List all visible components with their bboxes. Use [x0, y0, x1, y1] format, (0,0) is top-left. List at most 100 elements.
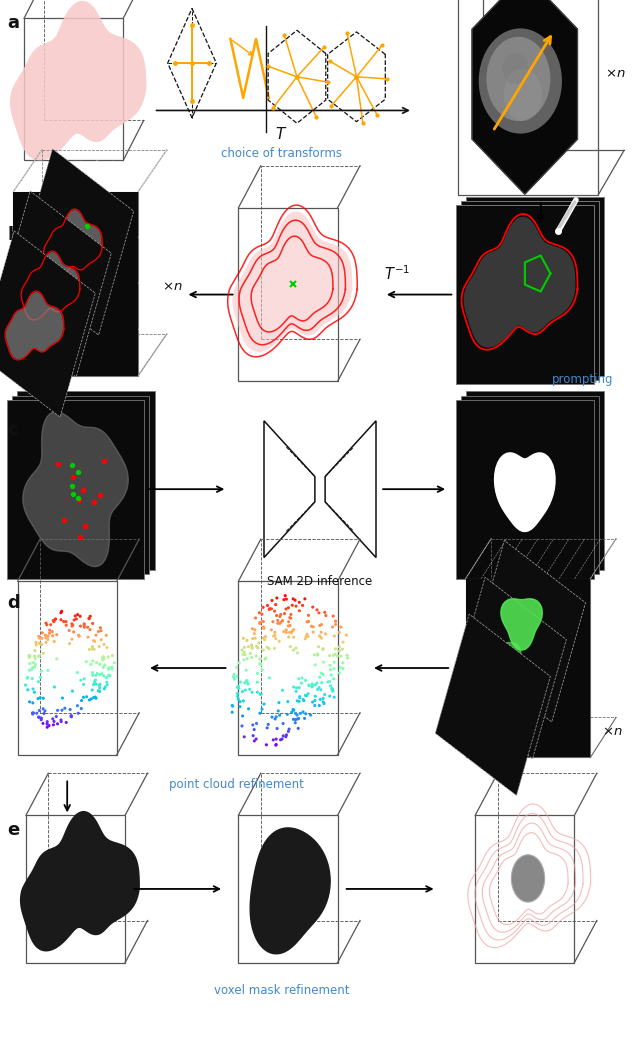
- Point: [40, 627, 51, 644]
- Point: [73, 705, 83, 722]
- Point: [254, 634, 264, 651]
- Point: [257, 662, 268, 679]
- Point: [275, 608, 285, 625]
- Point: [255, 650, 265, 667]
- Point: [252, 715, 262, 732]
- Point: [34, 628, 44, 645]
- Polygon shape: [22, 252, 79, 319]
- Point: [325, 677, 335, 694]
- Point: [285, 609, 295, 626]
- Point: [233, 691, 243, 708]
- Point: [262, 720, 272, 736]
- Point: [69, 611, 79, 628]
- Point: [258, 613, 268, 630]
- Text: b: b: [8, 226, 20, 244]
- Point: [233, 679, 243, 695]
- Point: [56, 611, 66, 628]
- Point: [37, 625, 47, 642]
- Point: [314, 627, 324, 644]
- Point: [102, 673, 112, 690]
- Polygon shape: [44, 210, 102, 277]
- Point: [268, 731, 278, 748]
- Point: [64, 622, 74, 639]
- Point: [315, 628, 325, 645]
- Point: [74, 627, 84, 644]
- Point: [289, 679, 299, 695]
- Point: [300, 630, 310, 647]
- Point: [60, 700, 70, 716]
- Text: prompting: prompting: [552, 373, 613, 386]
- Point: [290, 714, 300, 731]
- Polygon shape: [470, 541, 586, 722]
- Polygon shape: [12, 396, 150, 574]
- Point: [254, 604, 264, 621]
- Point: [287, 623, 298, 640]
- Point: [304, 677, 314, 694]
- Point: [35, 669, 45, 686]
- Point: [264, 601, 275, 618]
- Polygon shape: [20, 811, 140, 951]
- Point: [324, 688, 335, 705]
- Point: [294, 680, 305, 696]
- Polygon shape: [17, 149, 134, 335]
- Point: [300, 710, 310, 727]
- Point: [232, 659, 242, 675]
- Point: [317, 641, 328, 658]
- Polygon shape: [461, 201, 599, 380]
- Point: [257, 606, 267, 623]
- Point: [34, 702, 44, 719]
- Point: [239, 728, 250, 745]
- Point: [56, 604, 66, 621]
- Polygon shape: [13, 191, 138, 377]
- Point: [335, 659, 346, 675]
- Point: [332, 647, 342, 664]
- Point: [291, 598, 301, 614]
- Point: [307, 675, 317, 692]
- Point: [312, 647, 323, 664]
- Point: [316, 682, 326, 699]
- Point: [290, 592, 300, 609]
- Point: [260, 650, 271, 667]
- Point: [256, 656, 266, 673]
- Point: [280, 605, 290, 622]
- Point: [22, 682, 33, 699]
- Point: [35, 634, 45, 651]
- Point: [85, 621, 95, 638]
- Point: [79, 615, 90, 632]
- Point: [301, 687, 312, 704]
- Point: [328, 619, 338, 635]
- Point: [72, 697, 83, 714]
- Point: [48, 612, 58, 629]
- Point: [310, 656, 321, 673]
- Point: [87, 682, 97, 699]
- Polygon shape: [17, 391, 155, 570]
- Point: [328, 608, 339, 625]
- Point: [324, 647, 335, 664]
- Point: [239, 639, 250, 655]
- Point: [76, 701, 86, 717]
- Point: [301, 705, 311, 722]
- Point: [316, 624, 326, 641]
- Point: [92, 654, 102, 671]
- Point: [294, 710, 304, 727]
- Point: [288, 711, 298, 728]
- Point: [68, 616, 78, 633]
- Ellipse shape: [504, 68, 542, 121]
- Point: [293, 720, 303, 736]
- Point: [239, 674, 250, 691]
- Point: [36, 711, 46, 728]
- Point: [51, 610, 61, 627]
- Point: [43, 631, 53, 648]
- Polygon shape: [250, 828, 330, 954]
- Point: [88, 632, 99, 649]
- Point: [301, 628, 311, 645]
- Point: [241, 672, 252, 689]
- Point: [271, 607, 282, 624]
- Point: [68, 624, 79, 641]
- Point: [27, 670, 37, 687]
- Point: [269, 628, 279, 645]
- Point: [101, 669, 111, 686]
- Point: [249, 625, 259, 642]
- Point: [24, 662, 35, 679]
- Point: [312, 681, 323, 697]
